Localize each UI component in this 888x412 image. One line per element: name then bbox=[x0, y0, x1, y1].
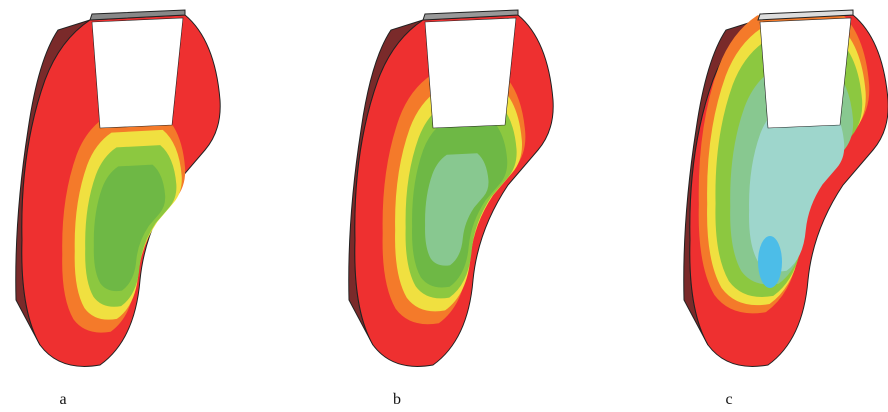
panel-label: c bbox=[725, 391, 732, 408]
panel-b: b bbox=[349, 10, 553, 408]
panel-a: a bbox=[16, 10, 220, 408]
panel-label: a bbox=[59, 391, 66, 408]
contour bbox=[94, 165, 165, 292]
cutout bbox=[425, 18, 516, 128]
cutout bbox=[92, 18, 183, 128]
figure: a b c bbox=[0, 0, 888, 412]
panel-label: b bbox=[393, 391, 401, 408]
panel-c: c bbox=[684, 10, 888, 408]
cutout bbox=[760, 18, 851, 128]
contour bbox=[758, 236, 782, 288]
